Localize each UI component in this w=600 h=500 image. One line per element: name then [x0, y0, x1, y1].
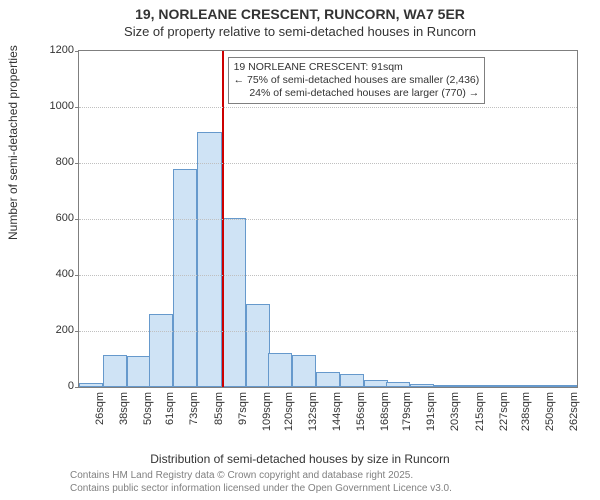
gridline-h: [79, 275, 577, 276]
xtick-label: 238sqm: [520, 392, 532, 432]
ytick-label: 800: [40, 156, 74, 168]
annotation-line-1: 19 NORLEANE CRESCENT: 91sqm: [234, 61, 480, 74]
ytick-label: 0: [40, 380, 74, 392]
gridline-h: [79, 163, 577, 164]
ytick-mark: [75, 163, 79, 164]
histogram-bar: [364, 380, 388, 387]
histogram-bar: [505, 385, 529, 387]
histogram-bar: [246, 304, 270, 387]
xtick-label: 26sqm: [94, 392, 106, 432]
xtick-label: 61sqm: [164, 392, 176, 432]
attribution: Contains HM Land Registry data © Crown c…: [70, 470, 452, 495]
histogram-bar: [103, 355, 127, 387]
x-axis-label: Distribution of semi-detached houses by …: [0, 452, 600, 466]
ytick-mark: [75, 107, 79, 108]
y-axis-label: Number of semi-detached properties: [6, 45, 20, 240]
xtick-label: 120sqm: [283, 392, 295, 432]
ytick-label: 1000: [40, 100, 74, 112]
histogram-bar: [386, 382, 410, 387]
xtick-label: 262sqm: [568, 392, 580, 432]
histogram-bar: [149, 314, 173, 387]
chart-title: 19, NORLEANE CRESCENT, RUNCORN, WA7 5ER: [0, 0, 600, 22]
histogram-bar: [79, 383, 103, 387]
histogram-bar: [127, 356, 151, 387]
histogram-bar: [410, 384, 434, 387]
ytick-label: 600: [40, 212, 74, 224]
gridline-h: [79, 219, 577, 220]
ytick-mark: [75, 219, 79, 220]
ytick-mark: [75, 275, 79, 276]
histogram-bar: [173, 169, 197, 387]
histogram-bar: [529, 385, 553, 387]
xtick-label: 227sqm: [498, 392, 510, 432]
xtick-label: 50sqm: [142, 392, 154, 432]
xtick-label: 168sqm: [379, 392, 391, 432]
histogram-bar: [434, 385, 458, 387]
xtick-label: 179sqm: [401, 392, 413, 432]
xtick-label: 156sqm: [355, 392, 367, 432]
xtick-label: 250sqm: [544, 392, 556, 432]
xtick-label: 144sqm: [331, 392, 343, 432]
histogram-bar: [553, 385, 577, 387]
histogram-bar: [222, 218, 246, 387]
histogram-bar: [292, 355, 316, 387]
histogram-bar: [268, 353, 292, 387]
ytick-mark: [75, 387, 79, 388]
chart-subtitle: Size of property relative to semi-detach…: [0, 24, 600, 39]
annotation-line-2: ← 75% of semi-detached houses are smalle…: [234, 74, 480, 87]
gridline-h: [79, 107, 577, 108]
xtick-label: 109sqm: [261, 392, 273, 432]
attribution-line-1: Contains HM Land Registry data © Crown c…: [70, 470, 452, 483]
histogram-bar: [483, 385, 507, 387]
chart-area: 19 NORLEANE CRESCENT: 91sqm ← 75% of sem…: [40, 50, 580, 430]
xtick-label: 38sqm: [118, 392, 130, 432]
xtick-label: 215sqm: [474, 392, 486, 432]
histogram-bar: [197, 132, 221, 387]
plot-area: 19 NORLEANE CRESCENT: 91sqm ← 75% of sem…: [78, 50, 578, 388]
ytick-mark: [75, 331, 79, 332]
xtick-label: 132sqm: [307, 392, 319, 432]
annotation-line-3: 24% of semi-detached houses are larger (…: [234, 87, 480, 100]
xtick-label: 97sqm: [237, 392, 249, 432]
xtick-label: 85sqm: [213, 392, 225, 432]
histogram-bar: [340, 374, 364, 387]
annotation-box: 19 NORLEANE CRESCENT: 91sqm ← 75% of sem…: [228, 57, 486, 104]
ytick-label: 200: [40, 324, 74, 336]
histogram-bar: [316, 372, 340, 387]
xtick-label: 203sqm: [449, 392, 461, 432]
gridline-h: [79, 331, 577, 332]
xtick-label: 191sqm: [425, 392, 437, 432]
ytick-label: 1200: [40, 44, 74, 56]
histogram-bar: [459, 385, 483, 387]
ytick-mark: [75, 51, 79, 52]
ytick-label: 400: [40, 268, 74, 280]
xtick-label: 73sqm: [188, 392, 200, 432]
attribution-line-2: Contains public sector information licen…: [70, 483, 452, 496]
